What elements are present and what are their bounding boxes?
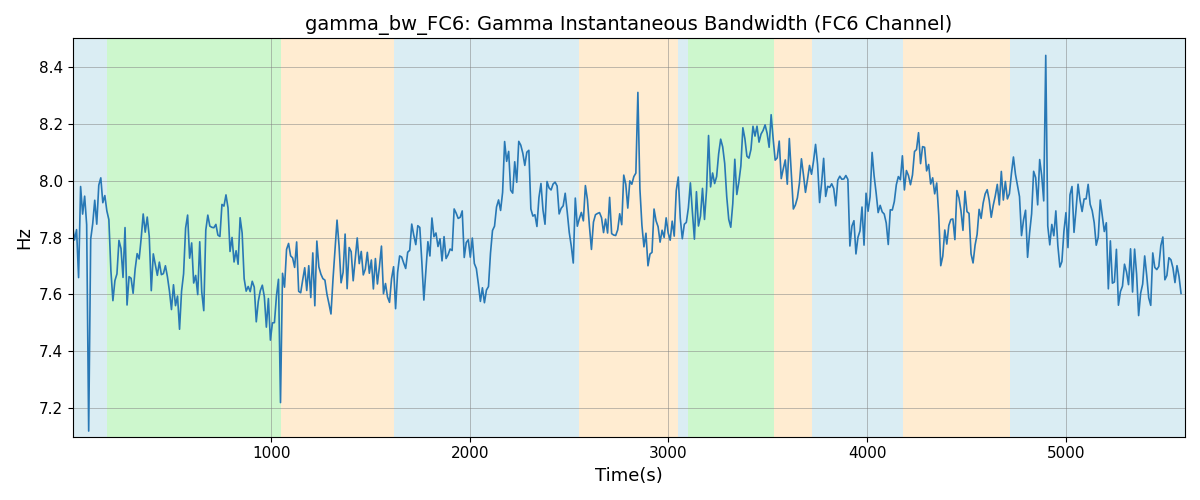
- Y-axis label: Hz: Hz: [14, 226, 32, 249]
- Bar: [395, 38, 580, 436]
- Bar: [678, 38, 689, 436]
- Bar: [580, 38, 678, 436]
- Bar: [774, 38, 811, 436]
- Title: gamma_bw_FC6: Gamma Instantaneous Bandwidth (FC6 Channel): gamma_bw_FC6: Gamma Instantaneous Bandwi…: [305, 15, 953, 35]
- Bar: [1010, 38, 1186, 436]
- Bar: [811, 38, 902, 436]
- Bar: [281, 38, 395, 436]
- Bar: [72, 38, 107, 436]
- Bar: [902, 38, 1010, 436]
- X-axis label: Time(s): Time(s): [595, 467, 662, 485]
- Bar: [107, 38, 281, 436]
- Bar: [689, 38, 774, 436]
